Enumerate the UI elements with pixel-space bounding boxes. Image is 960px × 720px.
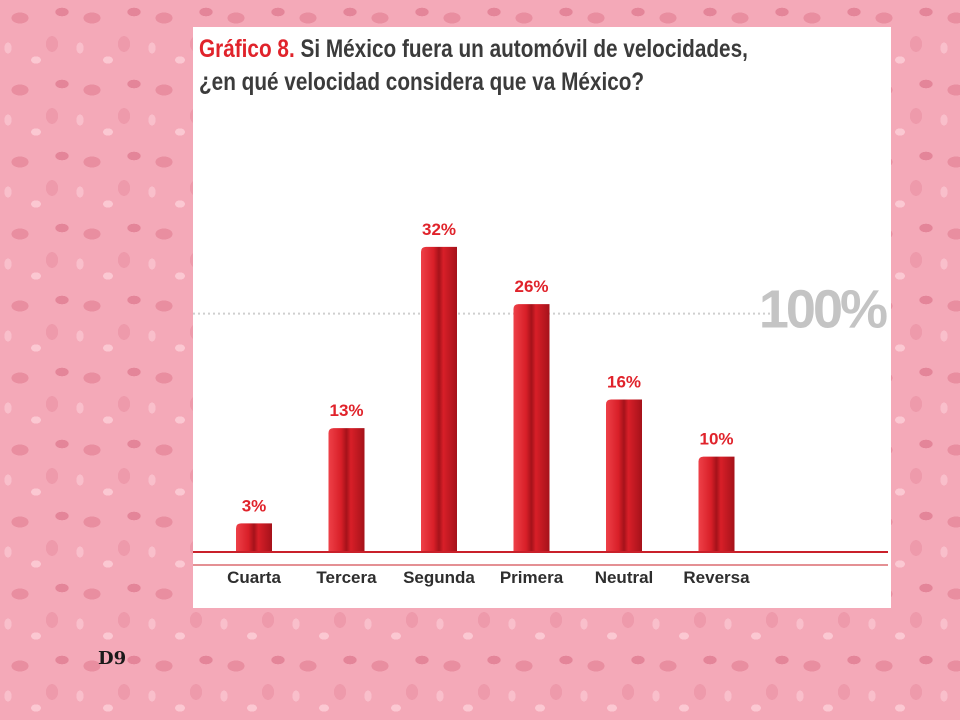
value-label-cuarta: 3% (242, 496, 267, 515)
chart-panel: Gráfico 8. Si México fuera un automóvil … (193, 27, 891, 608)
page-number: D9 (98, 648, 127, 669)
chart-title-line-2: ¿en qué velocidad considera que va Méxic… (199, 68, 645, 96)
chart-title-line-1: Gráfico 8. Si México fuera un automóvil … (199, 33, 763, 66)
value-label-segunda: 32% (422, 220, 456, 239)
bar-neutral (606, 399, 642, 552)
category-label-tercera: Tercera (316, 568, 377, 587)
chart-title-prefix: Gráfico 8. (199, 35, 295, 63)
value-label-primera: 26% (514, 277, 548, 296)
chart-title-text-1: Si México fuera un automóvil de velocida… (294, 35, 748, 63)
category-label-cuarta: Cuarta (227, 568, 281, 587)
category-label-primera: Primera (500, 568, 564, 587)
reference-label: 100% (759, 280, 887, 340)
bar-cuarta (236, 523, 272, 552)
value-label-reversa: 10% (699, 430, 733, 449)
category-label-neutral: Neutral (595, 568, 654, 587)
bar-tercera (328, 428, 365, 552)
value-label-tercera: 13% (329, 401, 363, 420)
bar-chart: 100% 3% Cuarta 13% Tercera 32% Segunda 26% Prime… (193, 220, 890, 587)
category-label-segunda: Segunda (403, 568, 475, 587)
bar-primera (513, 304, 550, 552)
bar-segunda (421, 246, 457, 552)
value-label-neutral: 16% (607, 372, 641, 391)
bar-reversa (698, 456, 735, 552)
category-label-reversa: Reversa (683, 568, 750, 587)
chart-title: Gráfico 8. Si México fuera un automóvil … (199, 33, 763, 99)
